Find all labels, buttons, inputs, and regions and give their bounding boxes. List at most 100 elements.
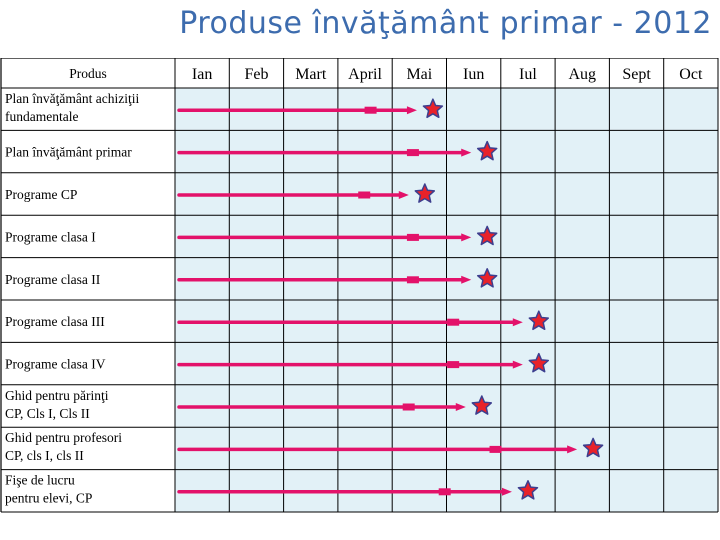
grid-cell	[555, 215, 610, 258]
row-label: fundamentale	[5, 109, 78, 124]
timeline-marker	[406, 149, 419, 157]
grid-cell	[609, 172, 664, 216]
arrow-head	[567, 445, 578, 454]
grid-cell	[609, 130, 664, 173]
grid-cell	[555, 384, 610, 428]
milestone-star-icon	[528, 352, 550, 373]
grid-cell	[555, 300, 610, 343]
product-column-header: Produs	[69, 66, 107, 81]
month-header-oct: Oct	[679, 66, 703, 83]
milestone-star-icon	[422, 98, 444, 119]
timeline-marker	[438, 488, 451, 496]
arrow-head	[512, 318, 523, 327]
timeline-marker	[406, 276, 419, 284]
grid-cell	[500, 172, 556, 216]
month-header-mart: Mart	[295, 66, 327, 83]
row-label: Fişe de lucru	[5, 473, 75, 488]
timeline-marker	[358, 191, 371, 199]
label-cell	[1, 342, 175, 385]
page-title: Produse învăţământ primar - 2012	[179, 6, 712, 41]
timeline-marker	[447, 318, 460, 326]
arrow-head	[501, 487, 512, 496]
month-header-mai: Mai	[406, 66, 432, 83]
timeline-marker	[402, 403, 415, 411]
month-header-iun: Iun	[463, 66, 484, 83]
row-label: CP, Cls I, Cls II	[5, 406, 90, 421]
grid-cell	[555, 130, 610, 173]
milestone-star-icon	[414, 183, 436, 203]
arrow-head	[406, 106, 417, 115]
label-cell	[1, 427, 175, 470]
grid-cell	[609, 215, 664, 258]
milestone-star-icon	[476, 140, 498, 161]
label-cell	[1, 257, 175, 300]
label-cell	[1, 384, 175, 428]
gantt-chart: Produs Ian Feb Mart April Mai Iun Iul Aug Sept Oct…	[0, 58, 719, 513]
grid-cell	[609, 469, 664, 512]
label-cell	[1, 130, 175, 173]
grid-cell	[500, 257, 556, 300]
row-label: CP, cls I, cls II	[5, 448, 84, 463]
row-label: Programe clasa I	[5, 229, 96, 244]
arrow-head	[398, 191, 409, 199]
header-row	[1, 58, 718, 88]
timeline-marker	[364, 106, 377, 114]
grid-cell	[663, 469, 718, 512]
milestone-star-icon	[476, 268, 498, 288]
milestone-star-icon	[582, 437, 604, 458]
milestone-star-icon	[476, 225, 498, 246]
arrow-head	[461, 148, 472, 157]
grid-cell	[446, 172, 501, 216]
milestone-star-icon	[471, 395, 493, 415]
grid-cell	[663, 215, 718, 258]
grid-cell	[500, 384, 556, 428]
grid-cell	[663, 342, 718, 385]
label-cell	[1, 300, 175, 343]
month-header-sept: Sept	[622, 66, 651, 83]
arrow-head	[461, 275, 472, 284]
timeline-marker	[447, 361, 460, 369]
grid-cell	[555, 469, 610, 512]
grid-cell	[500, 215, 556, 258]
grid-cell	[609, 300, 664, 343]
label-cell	[1, 88, 175, 131]
label-cell	[1, 172, 175, 216]
grid-cell	[555, 342, 610, 385]
month-header-ian: Ian	[192, 66, 212, 83]
grid-cell	[663, 300, 718, 343]
label-cell	[1, 469, 175, 512]
grid-cell	[663, 88, 718, 131]
month-header-iul: Iul	[519, 66, 537, 83]
row-label: Programe clasa III	[5, 314, 105, 329]
grid-cell	[609, 342, 664, 385]
grid-cell	[446, 88, 501, 131]
grid-cell	[609, 427, 664, 470]
month-header-aug: Aug	[568, 66, 596, 83]
milestone-star-icon	[528, 310, 550, 331]
row-label: Plan învăţământ achiziţii	[5, 91, 139, 106]
grid-cell	[663, 257, 718, 300]
grid-cell	[500, 130, 556, 173]
grid-cell	[663, 384, 718, 428]
row-label: Plan învăţământ primar	[5, 145, 132, 160]
grid-cell	[555, 88, 610, 131]
row-label: Programe clasa II	[5, 272, 101, 287]
grid-cell	[555, 257, 610, 300]
grid-cell	[609, 384, 664, 428]
month-header-feb: Feb	[244, 66, 268, 83]
grid-cell	[663, 172, 718, 216]
grid-cell	[609, 257, 664, 300]
arrow-head	[455, 403, 466, 411]
timeline-marker	[489, 445, 502, 453]
grid-cell	[609, 88, 664, 131]
grid-cell	[663, 130, 718, 173]
grid-cell	[555, 172, 610, 216]
timeline-marker	[406, 233, 419, 241]
row-label: pentru elevi, CP	[5, 491, 92, 506]
grid-cell	[663, 427, 718, 470]
row-label: Ghid pentru profesori	[5, 430, 122, 445]
label-cell	[1, 215, 175, 258]
milestone-star-icon	[517, 480, 539, 500]
arrow-head	[461, 233, 472, 242]
row-label: Programe CP	[5, 187, 77, 202]
